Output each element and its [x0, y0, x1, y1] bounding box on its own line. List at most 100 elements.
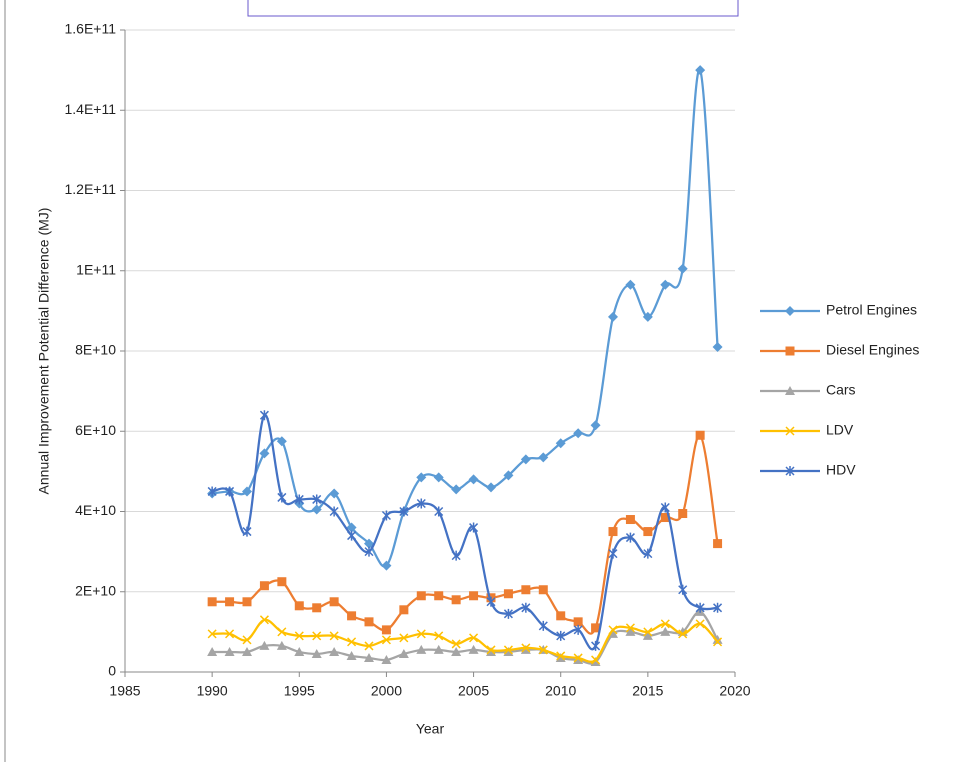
marker	[486, 645, 496, 655]
marker	[695, 430, 705, 440]
marker	[573, 654, 584, 664]
marker	[538, 585, 548, 595]
marker	[294, 601, 304, 611]
marker	[259, 448, 270, 459]
marker	[451, 595, 461, 605]
marker	[503, 470, 514, 481]
marker	[591, 623, 601, 633]
marker	[625, 623, 635, 633]
marker	[556, 611, 566, 621]
marker	[591, 640, 601, 651]
marker	[713, 539, 723, 549]
marker	[660, 626, 671, 636]
marker	[678, 629, 688, 639]
marker	[416, 591, 426, 601]
marker	[399, 633, 409, 643]
marker	[346, 650, 357, 660]
marker	[207, 486, 217, 497]
marker	[329, 597, 339, 607]
marker	[469, 633, 479, 643]
marker	[538, 645, 548, 655]
marker	[312, 631, 322, 641]
marker	[242, 597, 252, 607]
marker	[625, 626, 636, 636]
legend-label: Cars	[826, 382, 856, 398]
marker	[381, 560, 392, 571]
marker	[590, 420, 601, 431]
y-tick-label: 1.4E+11	[64, 101, 116, 117]
marker	[677, 263, 688, 274]
marker	[364, 538, 374, 549]
marker	[486, 596, 496, 607]
marker	[608, 527, 618, 537]
marker	[521, 602, 531, 613]
marker	[469, 591, 479, 601]
marker	[347, 637, 357, 647]
marker	[311, 648, 322, 658]
marker	[555, 652, 566, 662]
marker	[538, 452, 549, 463]
marker	[225, 629, 235, 639]
marker	[785, 426, 795, 436]
marker	[259, 615, 269, 625]
marker	[294, 646, 305, 656]
marker	[503, 645, 513, 655]
marker	[416, 629, 426, 639]
marker	[625, 279, 636, 290]
marker	[695, 602, 705, 613]
marker	[347, 530, 357, 541]
marker	[486, 482, 496, 493]
marker	[503, 646, 514, 656]
marker	[399, 605, 409, 615]
y-axis-label: Annual Improvement Potential Difference …	[36, 208, 52, 495]
marker	[329, 646, 340, 656]
legend-label: HDV	[826, 462, 856, 478]
marker	[242, 646, 252, 656]
marker	[678, 509, 688, 519]
marker	[556, 651, 566, 661]
marker	[785, 466, 795, 476]
marker	[329, 506, 339, 517]
marker	[277, 577, 287, 587]
marker	[573, 617, 583, 627]
marker	[416, 644, 427, 654]
y-tick-label: 6E+10	[75, 422, 116, 438]
x-axis-label: Year	[416, 721, 445, 737]
marker	[364, 617, 374, 627]
marker	[347, 611, 357, 621]
marker	[608, 625, 618, 635]
marker	[277, 492, 287, 503]
marker	[381, 654, 392, 664]
marker	[451, 484, 462, 495]
marker	[486, 646, 496, 656]
marker	[399, 506, 409, 517]
marker	[225, 597, 235, 607]
marker	[469, 522, 479, 533]
marker	[294, 494, 304, 505]
legend-label: LDV	[826, 422, 854, 438]
marker	[712, 341, 723, 352]
y-tick-label: 8E+10	[75, 342, 116, 358]
marker	[785, 386, 795, 395]
marker	[520, 644, 531, 654]
marker	[713, 637, 723, 647]
marker	[346, 522, 357, 533]
marker	[451, 639, 461, 649]
marker	[381, 635, 391, 645]
marker	[416, 498, 426, 509]
marker	[433, 644, 444, 654]
marker	[451, 550, 461, 561]
plot-area: 0 2E+10 4E+10 6E+10 8E+10 1E+11 1.2E+11 1.4E+11…	[64, 21, 919, 699]
marker	[276, 436, 287, 447]
marker	[608, 311, 618, 322]
marker	[713, 602, 723, 613]
marker	[660, 502, 670, 513]
marker	[468, 474, 479, 485]
marker	[660, 619, 670, 629]
marker	[277, 627, 287, 637]
marker	[608, 548, 618, 559]
marker	[785, 346, 795, 356]
marker	[625, 515, 635, 525]
